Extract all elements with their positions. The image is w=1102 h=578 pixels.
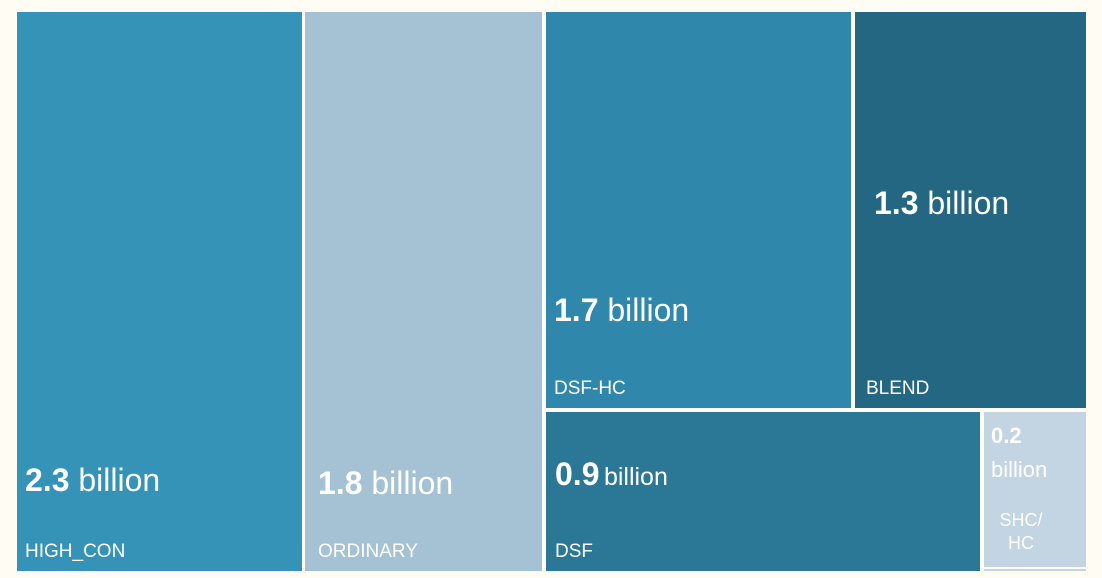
tile-shc-hc: 0.2 billion SHC/ HC bbox=[984, 412, 1086, 567]
tile-value: 1.7 billion bbox=[554, 294, 689, 326]
tile-value-number: 0.9 bbox=[555, 456, 600, 492]
tile-label: HIGH_CON bbox=[25, 541, 126, 562]
tile-dsf-hc: 1.7 billion DSF-HC bbox=[546, 12, 851, 408]
tile-value-unit: billion bbox=[78, 462, 161, 498]
tile-label: DSF bbox=[555, 541, 593, 562]
tile-value: 1.8 billion bbox=[318, 467, 453, 499]
tile-value-unit: billion bbox=[603, 463, 668, 491]
tile-label: BLEND bbox=[866, 378, 930, 399]
tile-value-unit: billion bbox=[607, 292, 690, 328]
tile-blend: 1.3 billion BLEND bbox=[855, 12, 1086, 408]
tile-value-unit: billion bbox=[991, 457, 1048, 482]
tile-label: DSF-HC bbox=[554, 378, 626, 399]
tile-value-number: 1.8 bbox=[318, 465, 363, 501]
tile-label: SHC/ HC bbox=[999, 510, 1043, 553]
tile-value-number: 2.3 bbox=[25, 462, 70, 498]
tile-value: 0.9 billion bbox=[555, 458, 668, 490]
tile-label: ORDINARY bbox=[318, 541, 418, 562]
tile-value-unit: billion bbox=[371, 465, 454, 501]
tile-value-number: 1.7 bbox=[554, 292, 599, 328]
tile-ordinary: 1.8 billion ORDINARY bbox=[305, 12, 542, 571]
tile-dsf: 0.9 billion DSF bbox=[546, 412, 980, 571]
tile-value-number: 0.2 bbox=[991, 423, 1022, 448]
tile-sliver bbox=[984, 569, 1086, 571]
tile-value: 2.3 billion bbox=[25, 464, 160, 496]
tile-value: 1.3 billion bbox=[874, 187, 1009, 219]
tile-high-con: 2.3 billion HIGH_CON bbox=[17, 12, 302, 571]
tile-value-unit: billion bbox=[927, 185, 1010, 221]
tile-value-number: 1.3 bbox=[874, 185, 919, 221]
